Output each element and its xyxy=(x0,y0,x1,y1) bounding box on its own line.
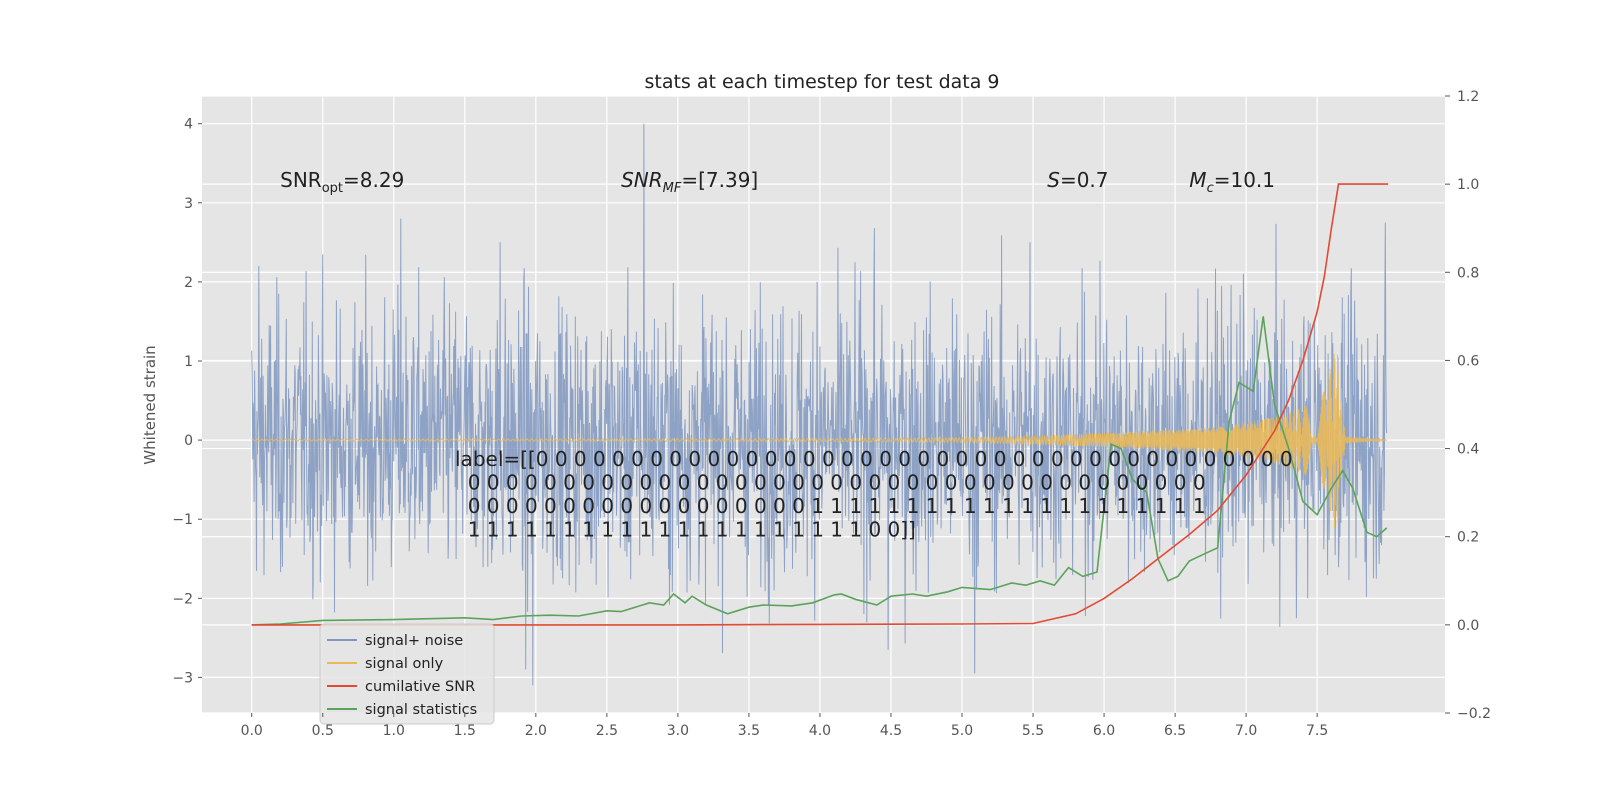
y-tick-label: 3 xyxy=(184,196,193,212)
x-tick-label: 2.5 xyxy=(596,723,618,739)
y2-tick-label: 0.0 xyxy=(1457,618,1479,634)
label-text-block: label=[[0 0 0 0 0 0 0 0 0 0 0 0 0 0 0 0 … xyxy=(455,447,1293,542)
x-tick-label: 5.5 xyxy=(1022,723,1044,739)
y2-tick-label: 0.8 xyxy=(1457,265,1479,281)
y-axis-left: 4 3 2 1 0 −1 −2 −3 xyxy=(172,117,202,686)
x-tick-label: 2.0 xyxy=(525,723,547,739)
series-signal-noise xyxy=(251,123,1388,686)
x-axis: 0.0 0.5 1.0 1.5 2.0 2.5 3.0 3.5 4.0 4.5 5.0 5.5 6.0 6… xyxy=(241,713,1328,739)
annotation-base: SNR xyxy=(621,168,663,192)
series-signal-statistics xyxy=(251,316,1388,626)
label-text-line: label=[[0 0 0 0 0 0 0 0 0 0 0 0 0 0 0 0 … xyxy=(455,447,1293,471)
annotation: SNRopt=8.29 xyxy=(280,168,404,196)
y2-tick-label: −0.2 xyxy=(1457,706,1491,722)
label-text-line: 0 0 0 0 0 0 0 0 0 0 0 0 0 0 0 0 0 0 1 1 … xyxy=(455,494,1206,518)
annotation-value: =8.29 xyxy=(343,168,404,192)
x-tick-label: 0.0 xyxy=(241,723,263,739)
label-text-line: 0 0 0 0 0 0 0 0 0 0 0 0 0 0 0 0 0 0 0 0 … xyxy=(455,471,1206,495)
y-tick-label: −2 xyxy=(172,591,193,607)
series-cumilative-snr xyxy=(251,183,1389,626)
x-tick-label: 6.0 xyxy=(1093,723,1115,739)
x-tick-label: 7.0 xyxy=(1235,723,1257,739)
signal-only-line xyxy=(251,353,1387,529)
x-tick-label: 3.5 xyxy=(738,723,760,739)
x-tick-label: 0.5 xyxy=(312,723,334,739)
x-tick-label: 7.5 xyxy=(1306,723,1328,739)
series-signal-only xyxy=(251,353,1387,529)
annotations: SNRopt=8.29 SNRMF=[7.39] S=0.7 Mc=10.1 xyxy=(280,168,1275,196)
x-tick-label: 5.0 xyxy=(951,723,973,739)
y2-tick-label: 0.2 xyxy=(1457,530,1479,546)
label-text-line: 1 1 1 1 1 1 1 1 1 1 1 1 1 1 1 1 1 1 1 1 … xyxy=(455,518,916,542)
y-tick-label: 4 xyxy=(184,117,193,133)
y-tick-label: 1 xyxy=(184,354,193,370)
x-tick-label: 4.0 xyxy=(809,723,831,739)
annotation-base: M xyxy=(1189,168,1206,192)
legend: signal+ noise signal only cumilative SNR si… xyxy=(319,623,495,725)
y2-tick-label: 1.0 xyxy=(1457,177,1479,193)
annotation-subscript: c xyxy=(1207,181,1214,196)
signal-statistics-line xyxy=(251,316,1388,626)
annotation-base: SNR xyxy=(280,168,322,192)
x-tick-label: 4.5 xyxy=(880,723,902,739)
x-tick-label: 1.5 xyxy=(454,723,476,739)
x-tick-label: 6.5 xyxy=(1164,723,1186,739)
legend-label: signal+ noise xyxy=(365,633,463,649)
x-tick-label: 3.0 xyxy=(667,723,689,739)
y-tick-label: −3 xyxy=(172,670,193,686)
annotation: Mc=10.1 xyxy=(1189,168,1275,196)
legend-label: signal statistics xyxy=(365,702,477,718)
y-axis-right: 1.2 1.0 0.8 0.6 0.4 0.2 0.0 −0.2 xyxy=(1445,89,1491,722)
annotation-base: S xyxy=(1047,168,1060,192)
annotation-value: =0.7 xyxy=(1060,168,1109,192)
annotation-value: =10.1 xyxy=(1214,168,1275,192)
y-tick-label: 2 xyxy=(184,275,193,291)
x-tick-label: 1.0 xyxy=(383,723,405,739)
annotation: SNRMF=[7.39] xyxy=(621,168,758,196)
annotation-value: =[7.39] xyxy=(681,168,758,192)
legend-label: signal only xyxy=(365,656,444,672)
y-axis-label: Whitened strain xyxy=(141,345,159,464)
y2-tick-label: 0.6 xyxy=(1457,353,1479,369)
chart-title: stats at each timestep for test data 9 xyxy=(644,71,999,93)
y-tick-label: 0 xyxy=(184,433,193,449)
y-tick-label: −1 xyxy=(172,512,193,528)
y2-tick-label: 1.2 xyxy=(1457,89,1479,105)
cumilative-snr-line xyxy=(251,183,1389,626)
legend-box xyxy=(319,623,495,725)
signal-noise-line xyxy=(251,123,1388,686)
annotation-subscript: MF xyxy=(663,181,682,196)
annotation: S=0.7 xyxy=(1047,168,1108,192)
legend-label: cumilative SNR xyxy=(365,679,475,695)
annotation-subscript: opt xyxy=(322,181,343,196)
y2-tick-label: 0.4 xyxy=(1457,442,1479,458)
